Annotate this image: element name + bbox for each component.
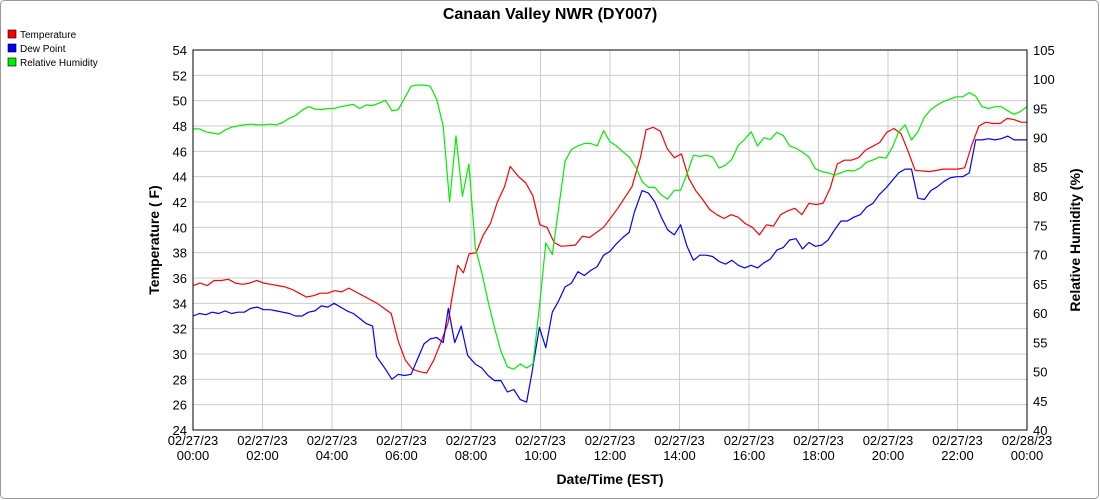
y-left-tick-label: 28 [173,372,187,387]
y-right-tick-label: 45 [1033,394,1047,409]
y-right-tick-label: 40 [1033,423,1047,438]
legend: Temperature Dew Point Relative Humidity [7,29,98,69]
y-right-tick-label: 85 [1033,160,1047,175]
x-tick-label-date: 02/27/23 [168,433,219,448]
x-tick-label-time: 00:00 [1011,448,1044,463]
y-left-tick-label: 44 [173,170,187,185]
series-line-relative-humidity [193,84,1028,370]
y-right-tick-label: 100 [1033,72,1055,87]
x-tick-label-date: 02/27/23 [585,433,636,448]
y-left-tick-label: 48 [173,119,187,134]
y-left-tick-label: 30 [173,347,187,362]
x-tick-label-time: 14:00 [663,448,696,463]
y-right-tick-label: 55 [1033,335,1047,350]
legend-label-relative-humidity: Relative Humidity [20,58,98,69]
legend-item-relative-humidity: Relative Humidity [7,57,98,69]
y-left-tick-label: 26 [173,398,187,413]
x-tick-label-time: 12:00 [594,448,627,463]
y-right-tick-label: 90 [1033,131,1047,146]
y-right-tick-label: 80 [1033,189,1047,204]
y-right-tick-label: 65 [1033,277,1047,292]
y-right-tick-label: 60 [1033,306,1047,321]
x-tick-label-date: 02/27/23 [793,433,844,448]
series-line-temperature [192,117,1027,374]
y-left-tick-label: 32 [173,322,187,337]
x-tick-label-time: 04:00 [316,448,349,463]
y-right-tick-label: 75 [1033,218,1047,233]
y-left-tick-label: 50 [173,94,187,109]
x-tick-label-date: 02/27/23 [654,433,705,448]
x-tick-label-date: 02/27/23 [724,433,775,448]
legend-label-dew-point: Dew Point [20,44,66,55]
y-left-tick-label: 54 [173,43,187,58]
x-tick-label-date: 02/27/23 [515,433,566,448]
legend-swatch-dew-point [7,43,17,53]
legend-label-temperature: Temperature [20,30,77,41]
y-left-tick-label: 24 [173,423,187,438]
x-tick-label-date: 02/27/23 [932,433,983,448]
y-left-tick-label: 46 [173,144,187,159]
legend-item-dew-point: Dew Point [7,43,66,55]
x-axis-ticks: 02/27/2300:0002/27/2302:0002/27/2304:000… [168,433,1053,463]
x-axis-title: Date/Time (EST) [556,471,663,487]
y-right-tick-label: 95 [1033,101,1047,116]
y-right-tick-label: 50 [1033,365,1047,380]
x-tick-label-time: 22:00 [941,448,974,463]
y-axis-right-title: Relative Humidity (%) [1067,168,1083,311]
y-left-tick-label: 42 [173,195,187,210]
legend-swatch-temperature [7,29,17,39]
x-tick-label-time: 18:00 [802,448,835,463]
y-left-tick-label: 40 [173,220,187,235]
y-axis-left-ticks: 24 26 28 30 32 34 36 38 40 42 44 46 48 50 52 54 [173,43,187,438]
series-layer [192,84,1028,403]
y-left-tick-label: 52 [173,68,187,83]
series-line-dew-point [192,135,1027,403]
x-tick-label-time: 00:00 [177,448,210,463]
x-tick-label-time: 16:00 [733,448,766,463]
x-tick-label-time: 06:00 [385,448,418,463]
x-tick-label-time: 02:00 [246,448,279,463]
y-left-tick-label: 38 [173,246,187,261]
x-tick-label-date: 02/27/23 [863,433,914,448]
y-left-tick-label: 36 [173,271,187,286]
y-axis-left-title: Temperature ( F) [146,185,162,294]
legend-swatch-relative-humidity [7,57,17,67]
x-tick-label-date: 02/27/23 [376,433,427,448]
x-tick-label-date: 02/28/23 [1002,433,1053,448]
y-axis-right-ticks: 40 45 50 55 60 65 70 75 80 85 90 95 100 105 [1033,43,1055,438]
y-right-tick-label: 70 [1033,248,1047,263]
y-right-tick-label: 105 [1033,43,1055,58]
x-tick-label-date: 02/27/23 [237,433,288,448]
y-left-tick-label: 34 [173,296,187,311]
x-tick-label-time: 10:00 [524,448,557,463]
x-tick-label-date: 02/27/23 [307,433,358,448]
legend-item-temperature: Temperature [7,29,77,41]
x-tick-label-time: 08:00 [455,448,488,463]
chart-title: Canaan Valley NWR (DY007) [443,6,657,23]
x-tick-label-time: 20:00 [872,448,905,463]
plot-frame [192,49,1028,431]
x-tick-label-date: 02/27/23 [446,433,497,448]
